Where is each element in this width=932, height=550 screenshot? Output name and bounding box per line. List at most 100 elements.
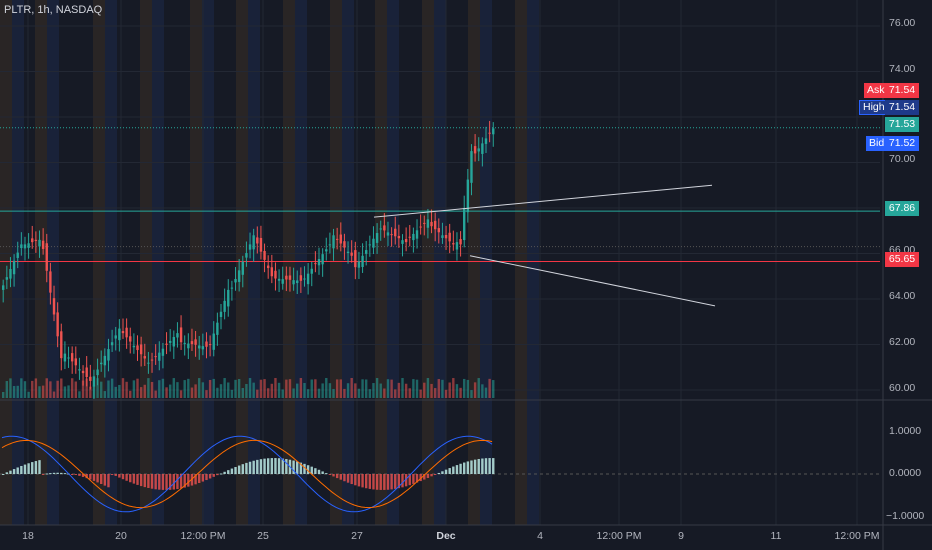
volume-bar [63,386,67,398]
macd-histogram-bar [194,474,197,485]
symbol-title[interactable]: PLTR, 1h, NASDAQ [4,4,103,16]
candle-body [5,277,9,280]
macd-histogram-bar [183,474,186,488]
volume-bar [56,380,59,398]
macd-histogram-bar [63,473,67,475]
candle-body [455,242,459,250]
candle-body [288,275,292,280]
candle-body [317,259,321,266]
macd-histogram-bar [256,459,259,474]
macd-histogram-bar [266,458,270,474]
volume-bar [306,389,310,398]
candle-body [96,369,99,376]
macd-histogram-bar [125,474,128,481]
macd-histogram-bar [205,474,208,481]
volume-bar [412,379,415,398]
macd-histogram-bar [394,474,397,489]
candle-body [63,353,67,362]
macd-histogram-bar [9,470,12,474]
volume-bar [52,391,56,398]
macd-histogram-bar [343,474,346,482]
candle-body [256,237,259,244]
volume-bar [368,389,372,398]
macd-histogram-bar [397,474,401,489]
macd-histogram-bar [92,474,96,481]
time-label-noon-3: 12:00 PM [834,530,880,542]
volume-bar [49,381,52,398]
candle-body [419,226,422,228]
candle-body [394,228,397,237]
candle-body [132,345,136,348]
macd-histogram-bar [473,459,477,474]
volume-bar [325,378,328,398]
candle-body [9,268,12,279]
volume-bar [357,388,361,398]
candle-body [92,376,96,387]
volume-bar [219,384,223,398]
price-tick-70: 70.00 [889,153,916,165]
candle-body [212,333,215,350]
volume-bar [473,382,477,398]
candle-body [339,234,342,244]
candle-body [492,128,495,135]
macd-histogram-bar [386,474,390,490]
macd-histogram-bar [208,474,212,479]
candle-body [147,362,150,364]
macd-histogram-bar [237,465,241,474]
candle-body [350,252,353,256]
macd-histogram-bar [455,465,459,474]
volume-bar [375,378,379,398]
volume-bar [114,386,117,398]
candle-body [154,356,157,358]
macd-histogram-bar [423,474,426,480]
candle-body [481,143,484,154]
macd-histogram-bar [136,474,139,485]
candle-body [136,345,139,351]
macd-histogram-bar [121,474,125,480]
premarket-band [375,0,387,525]
price-tick-62: 62.00 [889,336,916,348]
macd-histogram-bar [187,474,190,487]
candle-body [107,349,110,361]
candle-body [415,230,419,239]
candle-body [343,241,346,248]
macd-histogram-bar [492,458,495,474]
candle-body [121,331,125,334]
volume-bar [212,378,215,398]
candle-body [198,345,201,349]
macd-histogram-bar [78,474,81,476]
volume-bar [2,392,5,398]
volume-bar [455,384,459,398]
time-label-20: 20 [115,530,127,542]
macd-histogram-bar [60,472,63,474]
macd-histogram-bar [430,474,433,477]
macd-histogram-bar [408,474,411,486]
volume-bar [484,387,488,398]
volume-bar [270,383,274,398]
macd-histogram-bar [404,474,408,487]
candle-body [208,344,212,346]
macd-histogram-bar [372,474,375,490]
time-label-noon-1: 12:00 PM [180,530,226,542]
candle-body [27,243,30,248]
volume-bar [139,387,143,398]
macd-histogram-bar [484,458,488,474]
macd-histogram-bar [150,474,154,489]
candle-body [100,362,103,365]
volume-bar [310,379,313,398]
candle-body [397,235,401,239]
volume-bar [147,378,150,398]
macd-histogram-bar [419,474,422,482]
volume-bar [285,379,288,398]
volume-bar [38,386,41,398]
candle-body [310,268,313,274]
candle-body [335,238,339,240]
volume-bar [339,379,342,398]
macd-histogram-bar [433,474,437,475]
macd-histogram-bar [448,468,451,474]
volume-bar [314,379,317,398]
price-tick-64: 64.00 [889,290,916,302]
candle-body [437,228,440,233]
